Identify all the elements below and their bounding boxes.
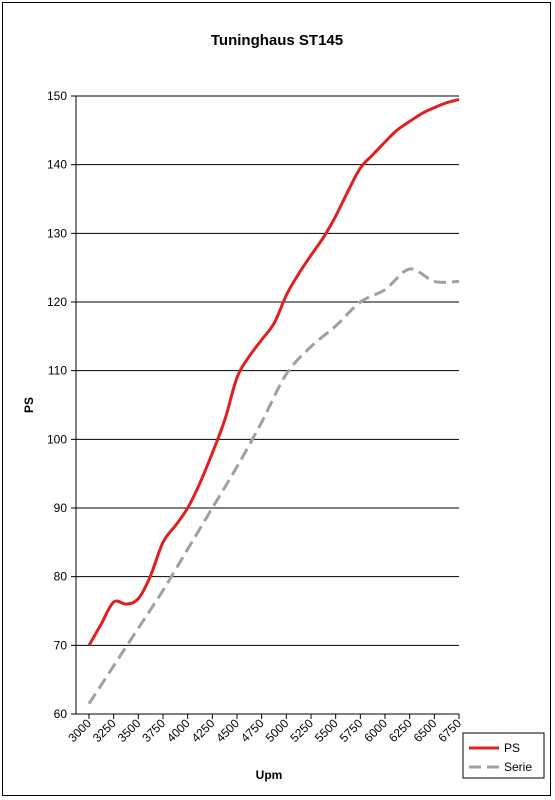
legend-box bbox=[462, 732, 545, 779]
x-tick-label: 5750 bbox=[337, 716, 366, 745]
gridlines bbox=[76, 95, 459, 646]
legend: PS Serie bbox=[462, 732, 545, 779]
y-tick-label: 70 bbox=[54, 638, 68, 652]
y-tick-label: 110 bbox=[48, 364, 67, 378]
y-tick-label: 130 bbox=[47, 226, 67, 240]
y-tick-label: 100 bbox=[47, 432, 67, 446]
y-tick-label: 150 bbox=[47, 89, 67, 103]
x-tick-label: 3250 bbox=[90, 716, 119, 745]
x-tick-label: 4500 bbox=[213, 716, 242, 745]
x-tick-label: 6250 bbox=[386, 716, 415, 745]
legend-label-serie: Serie bbox=[504, 760, 532, 774]
x-axis-label: Upm bbox=[256, 768, 283, 782]
legend-label-ps: PS bbox=[504, 741, 520, 755]
x-axis-ticks: 3000325035003750400042504500475050005250… bbox=[65, 714, 464, 745]
chart-title: Tuninghaus ST145 bbox=[211, 32, 343, 49]
y-tick-label: 120 bbox=[47, 295, 67, 309]
y-axis-ticks: 60 70 80 90 100 110 120 130 140 150 bbox=[47, 89, 76, 721]
x-tick-label: 4250 bbox=[189, 716, 218, 745]
x-tick-label: 4000 bbox=[164, 716, 193, 745]
x-tick-label: 5250 bbox=[287, 716, 316, 745]
x-tick-label: 4750 bbox=[238, 716, 267, 745]
y-tick-label: 60 bbox=[54, 707, 68, 721]
y-tick-label: 80 bbox=[54, 570, 68, 584]
y-tick-label: 140 bbox=[47, 158, 67, 172]
y-tick-label: 90 bbox=[54, 501, 68, 515]
x-tick-label: 3500 bbox=[115, 716, 144, 745]
x-tick-label: 6500 bbox=[411, 716, 440, 745]
x-tick-label: 5500 bbox=[312, 716, 341, 745]
series-line-ps bbox=[87, 97, 460, 647]
y-axis-label: PS bbox=[22, 397, 36, 413]
line-chart: Tuninghaus ST145 60 70 80 90 100 110 120 130 140… bbox=[22, 32, 545, 782]
x-tick-label: 3750 bbox=[139, 716, 168, 745]
x-tick-label: 6750 bbox=[435, 716, 464, 745]
series-line-serie bbox=[87, 267, 460, 705]
plot-area bbox=[87, 97, 460, 705]
x-tick-label: 5000 bbox=[263, 716, 292, 745]
x-tick-label: 3000 bbox=[65, 716, 94, 745]
x-tick-label: 6000 bbox=[361, 716, 390, 745]
